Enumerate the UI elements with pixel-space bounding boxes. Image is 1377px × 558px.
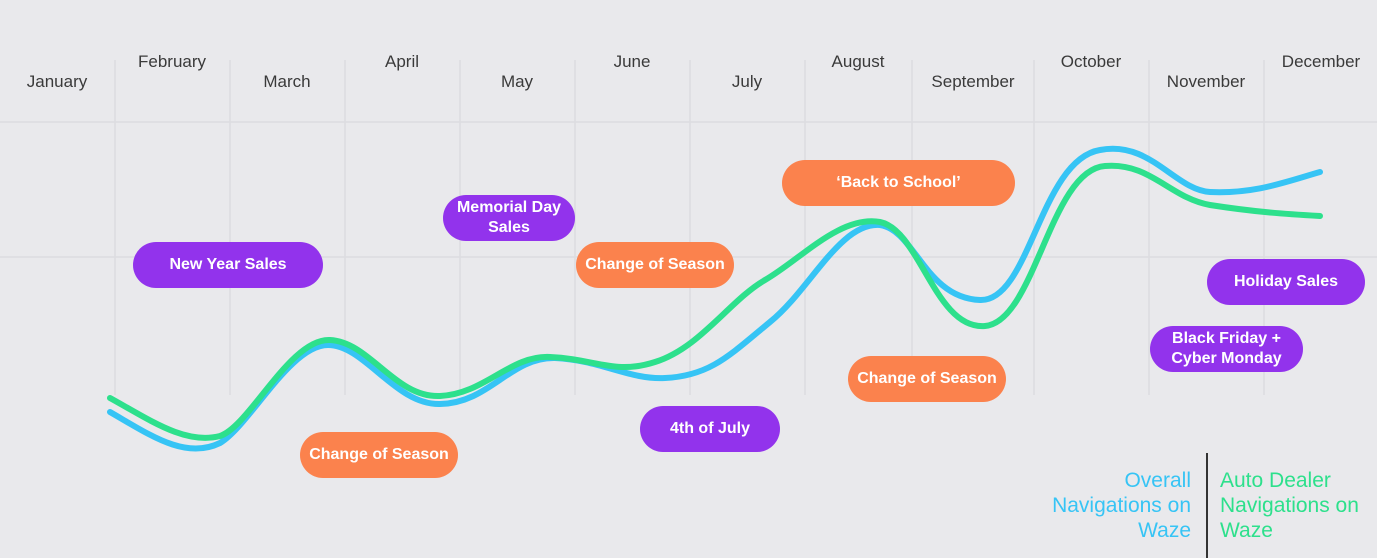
month-label-august: August [831,52,885,71]
month-label-september: September [931,72,1015,91]
month-label-january: January [26,72,88,91]
legend-overall: Overall Navigations on Waze [1052,469,1191,542]
annotation-change-of-season-3: Change of Season [848,356,1006,402]
month-label-july: July [731,72,763,91]
month-label-october: October [1060,52,1122,71]
annotation-change-of-season-1: Change of Season [300,432,458,478]
annotation-black-friday: Black Friday + Cyber Monday [1150,326,1303,372]
annotation-4th-of-july: 4th of July [640,406,780,452]
legend-auto-dealer: Auto Dealer Navigations on Waze [1220,469,1359,542]
month-label-may: May [500,72,534,91]
month-label-december: December [1281,52,1361,71]
annotation-back-to-school: ‘Back to School’ [782,160,1015,206]
month-label-march: March [263,72,311,91]
series-lines [107,145,1323,452]
month-label-february: February [137,52,207,71]
month-label-november: November [1166,72,1246,91]
legend-divider [1206,453,1208,558]
annotation-holiday-sales: Holiday Sales [1207,259,1365,305]
annotation-new-year-sales: New Year Sales [133,242,323,288]
month-label-june: June [613,52,651,71]
annotation-change-of-season-2: Change of Season [576,242,734,288]
series-line-auto-dealer [107,162,1323,441]
month-label-april: April [384,52,420,71]
series-line-overall [107,145,1323,452]
annotation-memorial-day-sales: Memorial Day Sales [443,195,575,241]
